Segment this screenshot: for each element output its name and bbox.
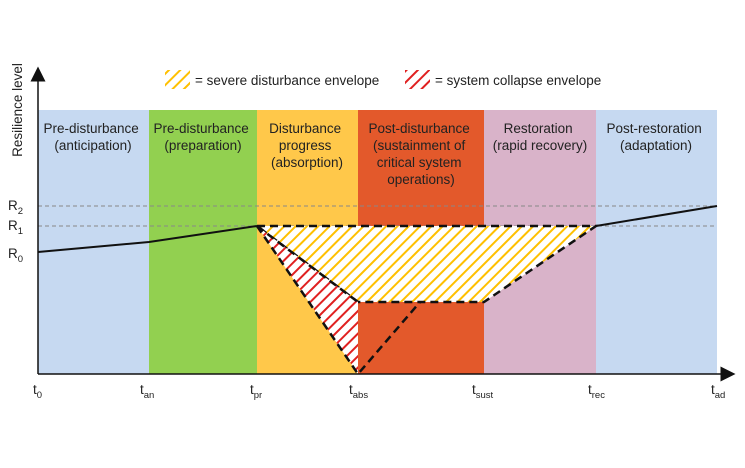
x-tick-tsust: tsust: [472, 382, 494, 401]
y-tick-r0: R0: [8, 246, 23, 265]
y-tick-r1: R1: [8, 218, 23, 237]
x-tick-tpr: tpr: [250, 382, 262, 401]
x-tick-tan: tan: [140, 382, 154, 401]
phase-band-preparation: [149, 110, 257, 374]
resilience-curve-recovery: [595, 205, 718, 227]
legend-label-collapse: = system collapse envelope: [435, 73, 601, 88]
x-tick-tabs: tabs: [349, 382, 368, 401]
legend-swatch-severe: [165, 70, 190, 89]
phase-label-anticipation: Pre-disturbance (anticipation): [43, 121, 142, 153]
phase-label-adaptation: Post-restoration (adaptation): [606, 121, 705, 153]
y-axis-title: Resilience level: [10, 63, 25, 157]
phase-band-anticipation: [38, 110, 149, 374]
x-tick-t0: t0: [33, 382, 42, 401]
legend-swatch-collapse: [405, 70, 430, 89]
phase-label-restoration: Restoration (rapid recovery): [493, 121, 588, 153]
x-ticks: t0 tan tpr tabs tsust trec tad: [33, 382, 725, 401]
phase-label-preparation: Pre-disturbance (preparation): [153, 121, 252, 153]
x-tick-tad: tad: [711, 382, 725, 401]
collapse-envelope-outline: [255, 225, 421, 377]
y-tick-r2: R2: [8, 198, 23, 217]
phase-label-absorption: Disturbance progress (absorption): [269, 121, 345, 170]
legend: = severe disturbance envelope = system c…: [165, 70, 601, 89]
collapse-envelope-upper-edge: [256, 225, 359, 303]
resilience-curve: [37, 225, 258, 253]
x-tick-trec: trec: [588, 382, 605, 401]
phase-label-sustainment: Post-disturbance (sustainment of critica…: [368, 121, 473, 187]
legend-label-severe: = severe disturbance envelope: [195, 73, 379, 88]
phase-labels: Pre-disturbance (anticipation) Pre-distu…: [43, 121, 705, 187]
phase-band-adaptation: [596, 110, 717, 374]
